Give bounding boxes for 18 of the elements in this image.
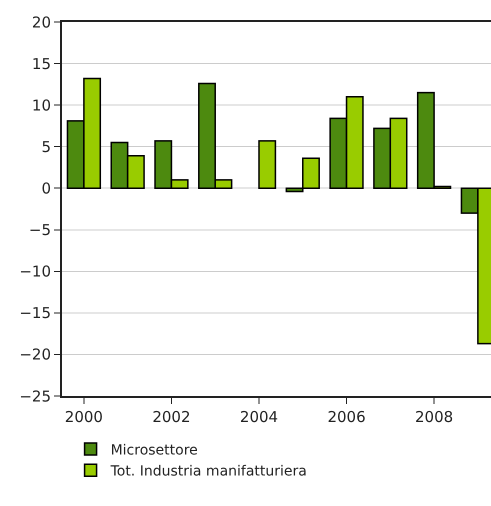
x-tick-label: 2006: [327, 408, 366, 426]
y-tick-label: 15: [32, 54, 51, 73]
x-tick-label: 2008: [414, 408, 454, 426]
x-tick-label: 2004: [240, 408, 278, 426]
y-tick-label: −25: [19, 387, 51, 406]
y-tick-label: −20: [19, 346, 51, 364]
y-tick-label: 5: [41, 138, 51, 156]
y-tick-label: 10: [32, 96, 51, 114]
x-tick-label: 2000: [64, 408, 103, 426]
y-tick-label: −5: [28, 221, 51, 240]
y-tick-label: 20: [32, 13, 51, 32]
y-tick-label: −15: [19, 304, 51, 322]
legend-label: Microsettore: [110, 442, 198, 458]
y-tick-label: −10: [19, 262, 51, 281]
y-tick-label: 0: [41, 179, 51, 198]
bar: [258, 140, 276, 189]
x-tick-label: 2002: [152, 408, 191, 426]
legend-label: Tot. Industria manifatturiera: [110, 464, 307, 480]
